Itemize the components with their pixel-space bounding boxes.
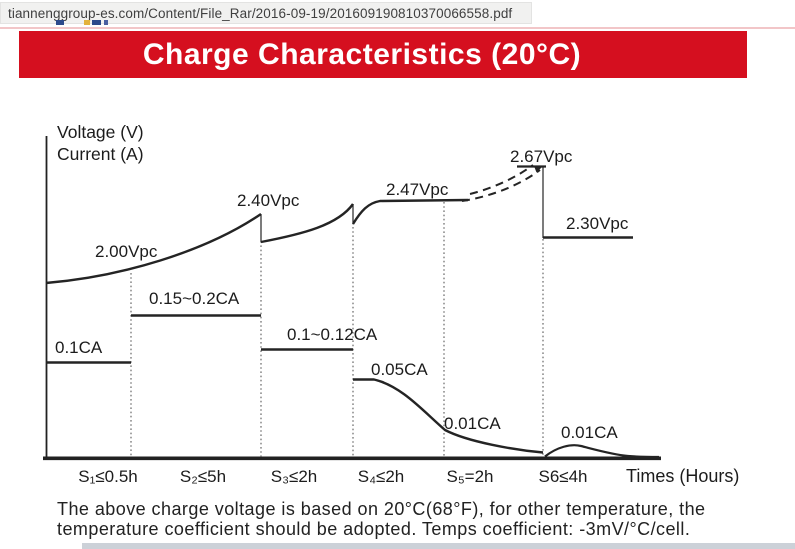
footnote-line-1: The above charge voltage is based on 20°… <box>57 499 706 519</box>
voltage-annotation-2-67vpc: 2.67Vpc <box>510 147 573 166</box>
current-decay-s4-s5 <box>353 378 544 454</box>
y-axis-label-voltage: Voltage (V) <box>57 122 144 142</box>
clipped-fragment <box>84 20 90 25</box>
axes <box>43 136 661 461</box>
current-curve <box>46 314 660 459</box>
clipped-fragment <box>104 20 108 25</box>
current-annotation-0-1-0-12ca: 0.1~0.12CA <box>287 325 378 344</box>
voltage-curve <box>45 164 633 285</box>
voltage-rise-s1-s2 <box>45 213 262 285</box>
status-url-text: tiannenggroup-es.com/Content/File_Rar/20… <box>8 5 513 21</box>
current-annotation-0-05ca: 0.05CA <box>371 360 428 379</box>
current-annotation-0-1ca: 0.1CA <box>55 338 103 357</box>
voltage-boost-dashed-upper <box>469 164 534 195</box>
footnote: The above charge voltage is based on 20°… <box>57 499 795 539</box>
status-url-bar: tiannenggroup-es.com/Content/File_Rar/20… <box>0 2 532 24</box>
clipped-fragment <box>92 20 101 25</box>
current-annotation-0-01ca-s6: 0.01CA <box>561 423 618 442</box>
stage-label-s4: S₄≤2h <box>357 467 405 486</box>
current-annotation-0-15-0-2ca: 0.15~0.2CA <box>149 289 240 308</box>
stage-label-s3: S₃≤2h <box>270 467 318 486</box>
voltage-annotation-2-30vpc: 2.30Vpc <box>566 214 629 233</box>
voltage-boost-dashed-lower <box>461 169 541 202</box>
voltage-annotation-2-47vpc: 2.47Vpc <box>386 180 449 199</box>
current-hump-s6 <box>544 444 660 459</box>
voltage-annotation-2-40vpc: 2.40Vpc <box>237 191 300 210</box>
title-banner: Charge Characteristics (20°C) <box>19 31 747 78</box>
voltage-plateau-2-47 <box>351 198 469 225</box>
y-axis-label-current: Current (A) <box>57 144 144 164</box>
voltage-annotation-2-00vpc: 2.00Vpc <box>95 242 158 261</box>
stage-dotted-lines <box>130 202 544 457</box>
boost-arrowhead <box>534 166 543 173</box>
voltage-rise-s3 <box>260 203 354 244</box>
current-annotation-0-01ca-s5: 0.01CA <box>444 414 501 433</box>
stage-label-s5: S₅=2h <box>446 467 494 486</box>
page-divider-line <box>0 27 795 29</box>
stage-label-s6: S6≤4h <box>538 467 588 486</box>
stage-label-s2: S₂≤5h <box>179 467 227 486</box>
page-title: Charge Characteristics (20°C) <box>142 37 582 71</box>
stage-label-s1: S₁≤0.5h <box>78 467 138 486</box>
x-axis-label: Times (Hours) <box>626 466 740 486</box>
horizontal-scrollbar-strip[interactable] <box>82 543 795 549</box>
clipped-fragment <box>56 20 64 25</box>
footnote-line-2: temperature coefficient should be adopte… <box>57 518 691 539</box>
